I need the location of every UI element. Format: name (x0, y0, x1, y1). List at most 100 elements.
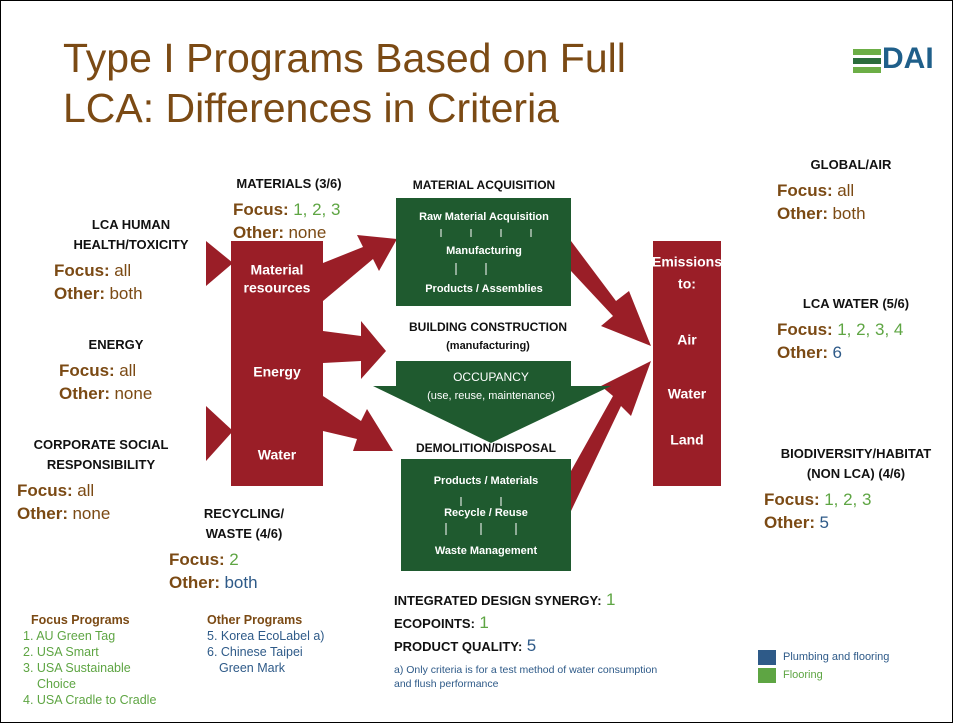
other-value: both (109, 284, 143, 303)
stage-step: Raw Material Acquisition (419, 211, 549, 223)
criterion-heading: LCA WATER (5/6) (802, 296, 910, 311)
stage-heading: MATERIAL ACQUISITION (413, 178, 555, 192)
other-label: Other: (17, 504, 68, 523)
criterion-value: 1 (606, 590, 616, 609)
stage-heading: DEMOLITION/DISPOSAL (416, 441, 556, 455)
criterion-row: Focus: 1, 2, 3, 4 (777, 320, 903, 340)
criterion-heading: (NON LCA) (4/6) (806, 466, 906, 481)
logo: DAI (882, 42, 934, 75)
input-label: Material (251, 262, 304, 278)
stage-step: Waste Management (435, 545, 538, 557)
program-item: 3. USA Sustainable (23, 661, 131, 675)
legend-swatch (758, 668, 776, 683)
program-item: 1. AU Green Tag (23, 629, 116, 643)
criterion-heading: MATERIALS (3/6) (236, 176, 342, 191)
footnote: and flush performance (394, 678, 499, 690)
legend-label: Plumbing and flooring (783, 651, 890, 663)
criterion-row: Focus: all (59, 361, 136, 381)
program-item: 2. USA Smart (23, 645, 99, 659)
focus-label: Focus: (777, 320, 833, 339)
logo-stripe (853, 67, 881, 73)
inputs-block (231, 241, 323, 486)
stage-step: Recycle / Reuse (444, 507, 528, 519)
focus-value: all (77, 481, 95, 500)
criterion-heading: LCA HUMAN (91, 217, 171, 232)
program-item: 5. Korea EcoLabel a) (207, 629, 325, 643)
other-value: none (288, 223, 327, 242)
other-label: Other: (59, 384, 110, 403)
acquisition-box (396, 198, 571, 306)
other-label: Other: (777, 204, 828, 223)
focus-label: Focus: (777, 181, 833, 200)
programs-title: Focus Programs (31, 613, 130, 627)
focus-label: Focus: (17, 481, 73, 500)
criterion-row: Other: 6 (777, 343, 842, 363)
focus-label: Focus: (169, 550, 225, 569)
focus-value: 2 (229, 550, 239, 569)
criterion-heading: BIODIVERSITY/HABITAT (780, 446, 932, 461)
criterion-heading: ENERGY (88, 337, 144, 352)
criterion-row: Focus: 2 (169, 550, 239, 570)
program-item: 4. USA Cradle to Cradle (23, 693, 157, 707)
stage-subheading: (use, reuse, maintenance) (427, 390, 555, 402)
criterion-value: 1 (479, 613, 489, 632)
logo-stripe (853, 58, 881, 64)
criterion-row: Other: both (54, 284, 143, 304)
input-label: resources (244, 280, 311, 296)
footnote: a) Only criteria is for a test method of… (394, 664, 658, 676)
legend-swatch (758, 650, 776, 665)
criterion-heading: WASTE (4/6) (205, 526, 283, 541)
other-value: 6 (832, 343, 842, 362)
stage-step: Manufacturing (446, 245, 522, 257)
criterion-row: Other: both (169, 573, 258, 593)
output-label: Land (670, 432, 703, 448)
step-arrows (440, 229, 532, 275)
disposal-box (401, 459, 571, 571)
focus-value: all (114, 261, 132, 280)
stage-heading: BUILDING CONSTRUCTION (409, 320, 567, 334)
other-value: 5 (819, 513, 829, 532)
focus-value: 1, 2, 3 (824, 490, 872, 509)
legend-label: Flooring (783, 669, 823, 681)
stage-subheading: (manufacturing) (446, 340, 530, 352)
criterion-row: Other: none (59, 384, 152, 404)
program-item: Green Mark (219, 661, 285, 675)
criterion-label: ECOPOINTS: (394, 616, 475, 631)
step-arrows (445, 497, 517, 535)
title-line: Type I Programs Based on Full (63, 35, 626, 81)
outputs-block (653, 241, 721, 486)
criterion-label: INTEGRATED DESIGN SYNERGY: (394, 593, 602, 608)
arrow (571, 361, 651, 511)
inline-criterion: INTEGRATED DESIGN SYNERGY: 1 (394, 590, 615, 610)
criterion-row: Other: 5 (764, 513, 829, 533)
criterion-row: Focus: all (17, 481, 94, 501)
input-label: Water (258, 447, 297, 463)
focus-value: all (837, 181, 855, 200)
focus-value: 1, 2, 3 (293, 200, 341, 219)
other-value: none (114, 384, 153, 403)
criterion-heading: RESPONSIBILITY (46, 457, 156, 472)
arrow (323, 235, 397, 301)
program-item: Choice (37, 677, 76, 691)
stage-step: Products / Assemblies (425, 283, 543, 295)
other-label: Other: (54, 284, 105, 303)
output-label: to: (678, 276, 696, 292)
criterion-row: Other: both (777, 204, 866, 224)
focus-label: Focus: (59, 361, 115, 380)
other-label: Other: (169, 573, 220, 592)
other-value: both (832, 204, 866, 223)
focus-label: Focus: (764, 490, 820, 509)
focus-value: 1, 2, 3, 4 (837, 320, 904, 339)
arrow (571, 241, 651, 346)
criterion-row: Focus: all (777, 181, 854, 201)
criterion-row: Focus: 1, 2, 3 (233, 200, 340, 220)
other-label: Other: (777, 343, 828, 362)
programs-title: Other Programs (207, 613, 303, 627)
arrow (323, 396, 393, 451)
criterion-heading: GLOBAL/AIR (810, 157, 892, 172)
stage-heading: OCCUPANCY (453, 370, 529, 384)
focus-label: Focus: (233, 200, 289, 219)
output-label: Water (668, 386, 707, 402)
logo-stripe (853, 49, 881, 55)
other-value: none (72, 504, 111, 523)
